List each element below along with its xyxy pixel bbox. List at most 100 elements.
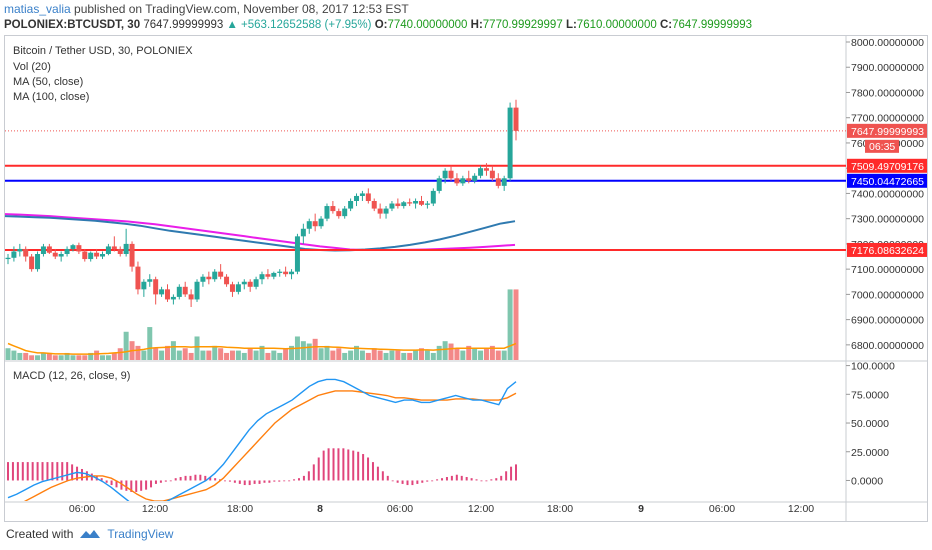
candle-body xyxy=(271,272,277,277)
volume-bar xyxy=(70,355,76,360)
candle-body xyxy=(395,203,401,207)
price-tick-label: 8000.00000000 xyxy=(851,37,924,49)
volume-bar xyxy=(442,341,448,360)
volume-bar xyxy=(170,341,176,360)
volume-bar xyxy=(147,327,153,360)
macd-histogram-bar xyxy=(130,480,133,492)
macd-histogram-bar xyxy=(100,478,103,481)
macd-histogram-bar xyxy=(510,466,513,481)
candle-body xyxy=(489,170,495,179)
macd-histogram-bar xyxy=(199,474,202,481)
time-tick-label: 06:00 xyxy=(69,503,95,515)
macd-histogram-bar xyxy=(302,475,305,481)
author-link[interactable]: matias_valia xyxy=(4,2,71,16)
last-price: 7647.99999993 xyxy=(143,19,224,31)
macd-histogram-bar xyxy=(386,475,389,481)
macd-histogram-bar xyxy=(61,462,64,481)
macd-histogram-bar xyxy=(150,480,153,488)
candle-body xyxy=(117,248,123,254)
volume-bar xyxy=(501,350,507,360)
countdown-tag xyxy=(865,139,899,153)
macd-histogram-bar xyxy=(347,449,350,481)
candle-body xyxy=(182,286,188,295)
candle-body xyxy=(336,211,342,217)
macd-histogram-bar xyxy=(505,471,508,481)
candle-body xyxy=(330,206,336,212)
volume-bar xyxy=(495,350,501,360)
macd-histogram-bar xyxy=(85,471,88,481)
tradingview-brand-link[interactable]: TradingView xyxy=(107,527,174,541)
candle-body xyxy=(312,221,318,227)
macd-histogram-bar xyxy=(228,480,231,482)
macd-histogram-bar xyxy=(485,480,488,482)
macd-histogram-bar xyxy=(475,479,478,481)
candle-body xyxy=(436,178,442,191)
candle-body xyxy=(94,252,100,257)
ma100-legend: MA (100, close) xyxy=(13,91,90,103)
macd-histogram-bar xyxy=(317,457,320,481)
macd-histogram-bar xyxy=(36,462,39,481)
candle-body xyxy=(371,201,377,209)
price-tick-label: 7400.00000000 xyxy=(851,188,924,200)
candle-body xyxy=(229,284,235,292)
candle-body xyxy=(348,201,354,209)
volume-bar xyxy=(135,345,141,360)
volume-bar xyxy=(483,348,489,360)
price-tick-label: 7800.00000000 xyxy=(851,87,924,99)
macd-histogram-bar xyxy=(238,480,241,484)
macd-tick-label: 100.0000 xyxy=(851,361,895,373)
candle-body xyxy=(188,294,194,300)
macd-histogram-bar xyxy=(460,475,463,481)
macd-histogram-bar xyxy=(11,462,14,481)
candle-body xyxy=(294,236,300,272)
price-tick-label: 6800.00000000 xyxy=(851,340,924,352)
macd-histogram-bar xyxy=(307,471,310,481)
volume-bar xyxy=(200,350,206,360)
volume-bar xyxy=(489,345,495,360)
volume-bar xyxy=(342,352,348,360)
candle-body xyxy=(460,178,466,184)
symbol-info-bar: POLONIEX:BTCUSDT, 30 7647.99999993 ▲ +56… xyxy=(4,19,752,31)
volume-bar xyxy=(164,345,170,360)
macd-histogram-bar xyxy=(31,462,34,481)
macd-histogram-bar xyxy=(278,480,281,482)
macd-histogram-bar xyxy=(204,475,207,481)
macd-histogram-bar xyxy=(41,462,44,481)
macd-legend: MACD (12, 26, close, 9) xyxy=(13,370,131,382)
time-tick-label: 9 xyxy=(638,503,644,515)
volume-bar xyxy=(277,352,283,360)
macd-histogram-bar xyxy=(184,475,187,481)
candle-body xyxy=(17,248,23,252)
macd-histogram-bar xyxy=(322,450,325,481)
candle-body xyxy=(212,271,218,280)
volume-bar xyxy=(229,350,235,360)
volume-bar xyxy=(395,350,401,360)
candle-body xyxy=(389,203,395,209)
candle-body xyxy=(176,286,182,297)
macd-histogram-bar xyxy=(174,478,177,481)
close-label: C: xyxy=(659,19,673,31)
macd-histogram-bar xyxy=(140,480,143,491)
macd-histogram-bar xyxy=(421,480,424,483)
volume-bar xyxy=(241,352,247,360)
volume-bar xyxy=(283,348,289,360)
volume-bar xyxy=(265,352,271,360)
volume-bar xyxy=(466,345,472,360)
macd-histogram-bar xyxy=(263,480,266,483)
macd-histogram-bar xyxy=(337,448,340,481)
ma50-legend: MA (50, close) xyxy=(13,76,84,88)
volume-bar xyxy=(64,352,70,360)
volume-bar xyxy=(58,355,64,360)
volume-bar xyxy=(330,350,336,360)
macd-histogram-bar xyxy=(490,479,493,481)
macd-histogram-bar xyxy=(26,462,29,481)
price-tick-label: 6900.00000000 xyxy=(851,315,924,327)
volume-bar xyxy=(35,355,41,360)
macd-histogram-bar xyxy=(243,480,246,486)
volume-bar xyxy=(413,350,419,360)
volume-bar xyxy=(100,355,106,360)
candle-body xyxy=(365,193,371,201)
last-price-label: 7647.99999993 xyxy=(851,126,924,138)
volume-bar xyxy=(188,352,194,360)
